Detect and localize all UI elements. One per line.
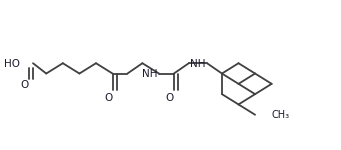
Text: NH: NH (190, 59, 206, 69)
Text: HO: HO (4, 59, 20, 69)
Text: O: O (166, 93, 174, 103)
Text: O: O (104, 93, 113, 103)
Text: O: O (20, 80, 28, 90)
Text: NH: NH (142, 69, 158, 79)
Text: CH₃: CH₃ (272, 110, 290, 120)
